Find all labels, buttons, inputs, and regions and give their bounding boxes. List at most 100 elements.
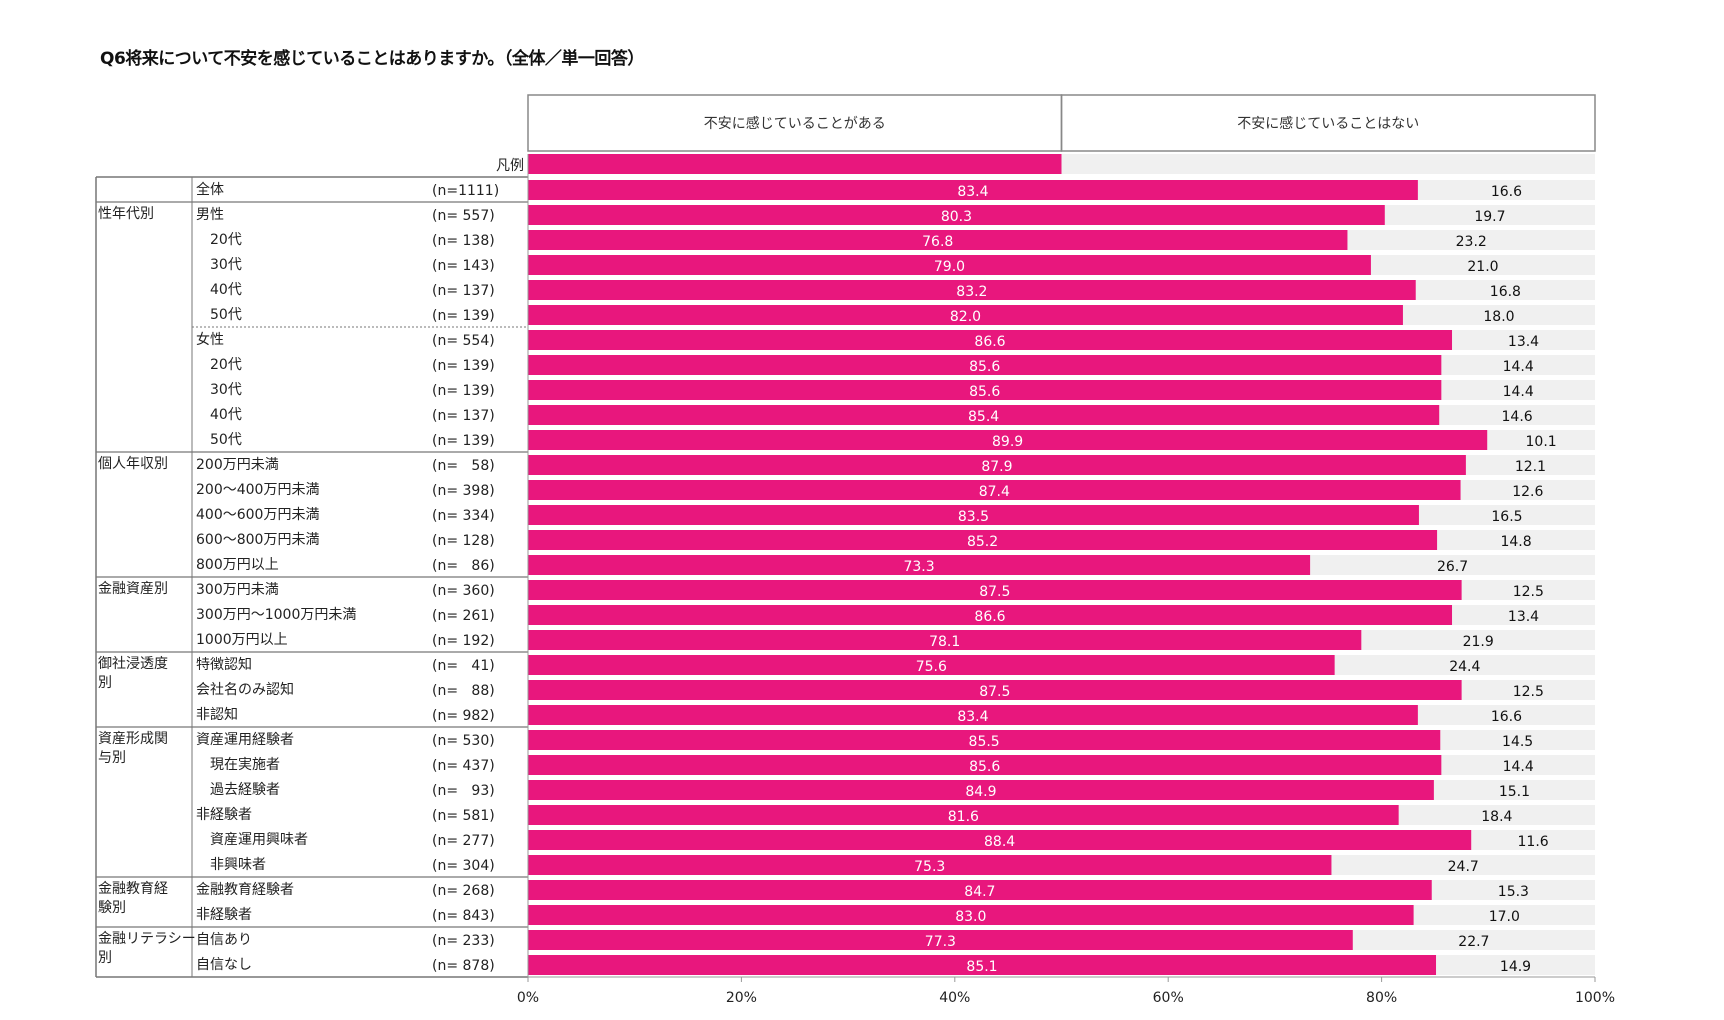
group-label: 御社浸透度: [98, 656, 168, 672]
row-label: 20代: [210, 232, 242, 248]
value-label-anxious: 83.4: [957, 184, 988, 200]
row-n: (n= 58): [432, 458, 495, 474]
row-label: 400～600万円未満: [196, 507, 319, 523]
bar-segment-not-anxious: [1452, 330, 1595, 350]
x-tick-label: 0%: [517, 990, 539, 1006]
row-n: (n= 137): [432, 283, 495, 299]
bar-segment-not-anxious: [1436, 955, 1595, 975]
bar-segment-not-anxious: [1452, 605, 1595, 625]
bar-segment-anxious: [528, 305, 1403, 325]
legend-label: 凡例: [496, 158, 524, 174]
value-label-anxious: 83.0: [955, 909, 986, 925]
row-label: 現在実施者: [210, 757, 280, 773]
bar-segment-anxious: [528, 605, 1453, 625]
value-label-anxious: 89.9: [992, 434, 1023, 450]
bar-segment-anxious: [528, 230, 1348, 250]
bar-segment-not-anxious: [1417, 705, 1595, 725]
value-label-not-anxious: 14.4: [1503, 359, 1534, 375]
row-label: 金融教育経験者: [196, 882, 294, 898]
group-label: 性年代別: [98, 206, 154, 222]
row-n: (n=1111): [432, 183, 499, 199]
value-label-anxious: 80.3: [941, 209, 972, 225]
value-label-anxious: 87.5: [979, 684, 1010, 700]
row-label: 自信なし: [196, 957, 252, 973]
bar-segment-anxious: [528, 205, 1385, 225]
group-label: 験別: [98, 900, 126, 916]
row-n: (n= 557): [432, 208, 495, 224]
bar-segment-anxious: [528, 580, 1462, 600]
value-label-not-anxious: 14.6: [1502, 409, 1533, 425]
bar-segment-anxious: [528, 680, 1462, 700]
value-label-not-anxious: 24.4: [1449, 659, 1480, 675]
group-label: 別: [98, 675, 112, 691]
value-label-not-anxious: 12.6: [1512, 484, 1543, 500]
value-label-not-anxious: 16.6: [1491, 709, 1522, 725]
header-box-series-2: [1060, 94, 1596, 152]
value-label-anxious: 87.9: [981, 459, 1012, 475]
row-label: 300万円～1000万円未満: [196, 607, 356, 623]
group-label: 個人年収別: [98, 456, 168, 472]
bar-segment-anxious: [528, 255, 1371, 275]
value-label-anxious: 84.9: [965, 784, 996, 800]
row-n: (n= 268): [432, 883, 495, 899]
bar-segment-anxious: [528, 330, 1453, 350]
value-label-anxious: 82.0: [950, 309, 981, 325]
legend-series-2-label: 不安に感じていることはない: [1237, 115, 1419, 132]
row-n: (n= 139): [432, 308, 495, 324]
bar-segment-not-anxious: [1398, 805, 1595, 825]
row-label: 過去経験者: [210, 782, 280, 798]
row-label: 全体: [196, 181, 224, 198]
row-n: (n= 334): [432, 508, 495, 524]
value-label-anxious: 87.4: [979, 484, 1010, 500]
bar-segment-anxious: [528, 530, 1438, 550]
bar-segment-not-anxious: [1465, 455, 1595, 475]
bar-segment-not-anxious: [1441, 380, 1595, 400]
value-label-not-anxious: 18.0: [1483, 309, 1514, 325]
value-label-not-anxious: 12.5: [1513, 584, 1544, 600]
value-label-anxious: 86.6: [974, 334, 1005, 350]
row-n: (n= 304): [432, 858, 495, 874]
row-n: (n= 86): [432, 558, 495, 574]
row-label: 非認知: [196, 706, 238, 723]
bar-segment-not-anxious: [1418, 505, 1595, 525]
row-n: (n= 139): [432, 383, 495, 399]
bar-segment-not-anxious: [1384, 205, 1595, 225]
bar-segment-anxious: [528, 405, 1440, 425]
bar-segment-anxious: [528, 830, 1472, 850]
value-label-not-anxious: 12.1: [1515, 459, 1546, 475]
row-label: 20代: [210, 357, 242, 373]
value-label-anxious: 85.2: [967, 534, 998, 550]
value-label-anxious: 77.3: [925, 934, 956, 950]
value-label-not-anxious: 18.4: [1481, 809, 1512, 825]
row-label: 非興味者: [210, 857, 266, 873]
row-label: 男性: [196, 207, 224, 223]
value-label-anxious: 83.4: [957, 709, 988, 725]
row-n: (n= 261): [432, 608, 495, 624]
group-label: 与別: [98, 750, 126, 766]
value-label-anxious: 78.1: [929, 634, 960, 650]
x-tick-label: 40%: [939, 990, 970, 1006]
x-tick-label: 60%: [1153, 990, 1184, 1006]
value-label-anxious: 85.6: [969, 384, 1000, 400]
legend-series-1-label: 不安に感じていることがある: [704, 115, 886, 132]
row-label: 非経験者: [196, 907, 252, 923]
row-n: (n= 41): [432, 658, 495, 674]
row-n: (n= 982): [432, 708, 495, 724]
bar-segment-not-anxious: [1441, 355, 1595, 375]
bar-segment-anxious: [528, 380, 1442, 400]
value-label-not-anxious: 21.0: [1467, 259, 1498, 275]
bar-segment-not-anxious: [1415, 280, 1595, 300]
bar-segment-not-anxious: [1487, 430, 1595, 450]
value-label-anxious: 85.5: [969, 734, 1000, 750]
bar-segment-anxious: [528, 955, 1437, 975]
row-label: 1000万円以上: [196, 632, 288, 648]
bar-segment-not-anxious: [1361, 630, 1595, 650]
value-label-not-anxious: 14.4: [1503, 384, 1534, 400]
bar-segment-anxious: [528, 480, 1461, 500]
row-label: 非経験者: [196, 807, 252, 823]
value-label-anxious: 88.4: [984, 834, 1015, 850]
value-label-not-anxious: 26.7: [1437, 559, 1468, 575]
value-label-not-anxious: 19.7: [1474, 209, 1505, 225]
row-n: (n= 138): [432, 233, 495, 249]
row-label: 資産運用興味者: [210, 832, 308, 848]
